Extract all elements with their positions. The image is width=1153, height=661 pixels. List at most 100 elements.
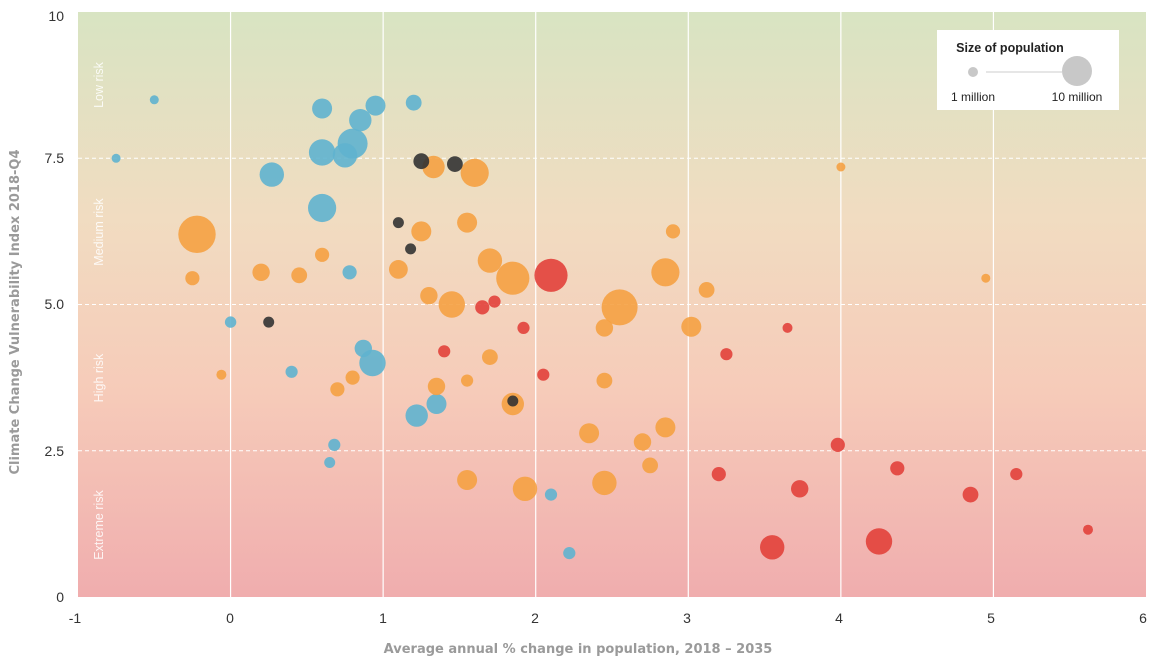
data-point <box>512 476 538 501</box>
data-point <box>633 433 652 451</box>
data-point <box>252 263 270 281</box>
x-tick-label: 4 <box>835 610 843 626</box>
data-point <box>601 289 638 326</box>
data-point <box>488 295 501 308</box>
legend-label-large: 10 million <box>1052 90 1103 104</box>
y-tick-label: 0 <box>56 589 64 605</box>
data-point <box>507 395 519 407</box>
data-point <box>438 291 465 318</box>
data-point <box>475 300 490 315</box>
data-point <box>791 480 809 498</box>
data-point <box>354 339 372 358</box>
x-tick-label: 3 <box>683 610 691 626</box>
data-point <box>477 248 503 273</box>
x-tick-label: 6 <box>1139 610 1147 626</box>
scatter-points <box>111 94 1093 560</box>
data-point <box>328 438 341 451</box>
x-axis-ticks: -1 0 1 2 3 4 5 6 <box>69 610 1147 626</box>
data-point <box>457 470 478 490</box>
data-point <box>537 368 550 381</box>
data-point <box>178 215 216 253</box>
data-point <box>865 528 893 555</box>
data-point <box>405 404 428 427</box>
data-point <box>592 470 617 496</box>
data-point <box>224 316 237 328</box>
data-point <box>981 273 991 283</box>
data-point <box>312 98 333 119</box>
data-point <box>332 143 358 168</box>
data-point <box>711 467 726 482</box>
data-point <box>460 158 489 187</box>
data-point <box>579 423 600 444</box>
legend-small-circle <box>968 67 978 77</box>
data-point <box>461 374 474 387</box>
data-point <box>427 377 446 396</box>
data-point <box>420 287 438 305</box>
band-label-low-risk: Low risk <box>92 61 106 108</box>
data-point <box>655 417 676 438</box>
data-point <box>426 394 447 414</box>
data-point <box>291 267 308 284</box>
band-label-high-risk: High risk <box>92 353 106 402</box>
data-point <box>411 221 432 242</box>
y-tick-label: 10 <box>48 8 64 24</box>
data-point <box>438 345 451 358</box>
data-point <box>563 547 576 560</box>
y-tick-label: 5.0 <box>45 296 65 312</box>
data-point <box>596 372 613 389</box>
data-point <box>595 319 614 337</box>
data-point <box>720 348 733 361</box>
data-point <box>216 369 227 380</box>
data-point <box>345 370 360 385</box>
data-point <box>405 243 417 255</box>
data-point <box>342 265 357 280</box>
data-point <box>324 457 336 468</box>
legend-large-circle <box>1062 56 1092 86</box>
data-point <box>830 437 845 452</box>
data-point <box>149 95 159 105</box>
data-point <box>962 486 979 503</box>
data-point <box>836 162 846 172</box>
legend-label-small: 1 million <box>951 90 995 104</box>
data-point <box>544 488 558 501</box>
x-axis-title: Average annual % change in population, 2… <box>384 642 773 657</box>
data-point <box>651 258 680 287</box>
data-point <box>482 349 498 365</box>
data-point <box>1083 524 1093 535</box>
data-point <box>263 316 275 328</box>
y-tick-label: 7.5 <box>45 150 65 166</box>
data-point <box>405 94 422 111</box>
x-tick-label: 2 <box>531 610 539 626</box>
data-point <box>308 193 337 223</box>
data-point <box>698 282 715 298</box>
data-point <box>447 156 463 173</box>
x-tick-label: 5 <box>987 610 995 626</box>
data-point <box>365 95 386 116</box>
gridlines <box>78 12 1146 597</box>
legend-title: Size of population <box>956 41 1064 55</box>
data-point <box>1010 468 1023 481</box>
data-point <box>760 535 785 560</box>
band-label-medium-risk: Medium risk <box>92 198 106 266</box>
y-axis-title: Climate Change Vulnerability Index 2018-… <box>8 149 23 474</box>
data-point <box>185 271 200 286</box>
data-point <box>681 316 702 337</box>
data-point <box>349 109 372 132</box>
data-point <box>392 217 404 229</box>
band-label-extreme-risk: Extreme risk <box>92 490 106 560</box>
data-point <box>642 457 658 474</box>
data-point <box>259 162 284 187</box>
data-point <box>457 212 478 233</box>
risk-band-labels: Low risk Medium risk High risk Extreme r… <box>92 61 106 559</box>
x-tick-label: -1 <box>69 610 82 626</box>
data-point <box>665 224 681 239</box>
data-point <box>496 261 530 295</box>
y-axis-ticks: 0 2.5 5.0 7.5 10 <box>45 8 65 605</box>
legend: Size of population 1 million 10 million <box>937 30 1119 110</box>
x-tick-label: 0 <box>226 610 234 626</box>
data-point <box>285 365 298 378</box>
data-point <box>330 382 345 397</box>
data-point <box>534 258 568 292</box>
data-point <box>389 260 408 279</box>
